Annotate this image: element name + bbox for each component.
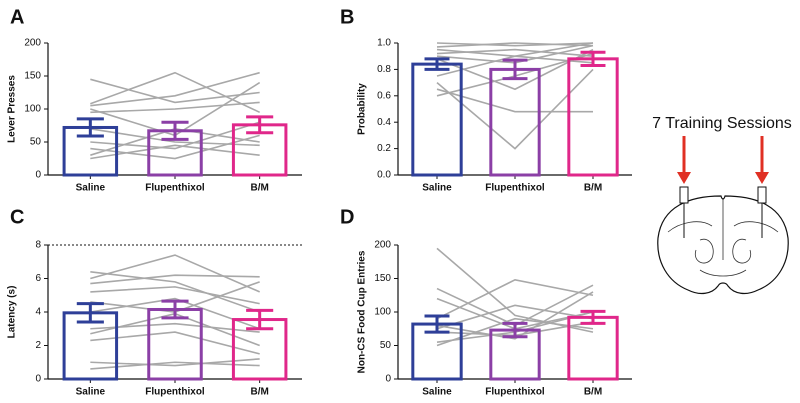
y-tick-label: 2 <box>35 340 41 351</box>
y-tick-label: 0.8 <box>377 64 391 75</box>
error-bar <box>580 50 606 67</box>
subject-line <box>90 101 260 114</box>
y-tick-label: 0 <box>385 374 391 385</box>
error-bar <box>161 299 189 320</box>
x-tick-label: B/M <box>250 183 268 194</box>
subject-line <box>436 291 594 340</box>
x-tick-label: Saline <box>422 183 452 194</box>
y-tick-label: 50 <box>380 340 392 351</box>
y-tick-label: 8 <box>35 240 41 251</box>
y-tick-label: 100 <box>24 104 41 115</box>
x-tick-label: Flupenthixol <box>485 387 545 398</box>
arrows <box>677 136 769 184</box>
x-tick-label: B/M <box>584 387 602 398</box>
subject-line <box>90 271 260 313</box>
y-tick-label: 4 <box>35 307 41 318</box>
error-bar <box>246 115 274 135</box>
subject-line <box>436 88 593 113</box>
subject-line <box>90 128 260 147</box>
schematic: 7 Training Sessions <box>652 115 792 295</box>
bar <box>567 57 619 177</box>
error-bar <box>161 120 189 141</box>
x-tick-label: Flupenthixol <box>145 387 205 398</box>
y-axis-label: Lever Presses <box>7 75 18 143</box>
y-tick-label: 0.6 <box>377 90 391 101</box>
error-bar <box>76 117 104 138</box>
panel-letter: D <box>340 206 354 228</box>
error-bar <box>502 321 528 339</box>
subject-line <box>90 134 260 160</box>
y-tick-label: 0.0 <box>377 170 391 181</box>
error-bar <box>502 58 528 81</box>
subject-line <box>90 361 260 370</box>
y-tick-label: 6 <box>35 273 41 284</box>
y-tick-label: 1.0 <box>377 38 391 49</box>
y-tick-label: 150 <box>374 273 391 284</box>
y-tick-label: 200 <box>374 240 391 251</box>
x-tick-label: Flupenthixol <box>145 183 205 194</box>
panel-letter: C <box>10 206 24 228</box>
subject-line <box>90 71 260 107</box>
x-tick-label: Saline <box>76 183 106 194</box>
y-tick-label: 0 <box>35 374 41 385</box>
x-tick-label: Saline <box>422 387 452 398</box>
bar <box>489 67 541 177</box>
error-bar <box>424 314 450 334</box>
subject-line <box>436 317 594 347</box>
y-axis-label: Probability <box>357 83 368 135</box>
subject-line <box>90 331 260 355</box>
schematic-label: 7 Training Sessions <box>652 115 792 132</box>
y-tick-label: 150 <box>24 71 41 82</box>
subject-line <box>90 71 261 114</box>
panel-letter: B <box>340 6 354 28</box>
subject-line <box>436 279 594 320</box>
error-bar <box>424 57 450 71</box>
y-tick-label: 0 <box>35 170 41 181</box>
subject-line <box>436 42 594 48</box>
x-tick-label: B/M <box>250 387 268 398</box>
x-tick-label: Flupenthixol <box>485 183 545 194</box>
brain-outline <box>657 195 789 295</box>
subject-line <box>90 78 260 104</box>
y-tick-label: 200 <box>24 38 41 49</box>
subject-line <box>90 121 260 150</box>
y-axis-label: Latency (s) <box>7 286 18 339</box>
y-tick-label: 0.2 <box>377 143 391 154</box>
subject-line <box>90 358 260 367</box>
x-tick-label: B/M <box>584 183 602 194</box>
error-bar <box>76 302 104 324</box>
subject-line <box>90 274 260 285</box>
x-tick-label: Saline <box>76 387 106 398</box>
y-tick-label: 0.4 <box>377 117 391 128</box>
error-bar <box>580 309 606 325</box>
subject-line <box>436 68 594 150</box>
subject-line <box>90 254 260 293</box>
panel-letter: A <box>10 6 24 28</box>
subject-line <box>436 304 594 330</box>
subject-line <box>90 297 260 330</box>
subject-line <box>90 144 260 160</box>
y-tick-label: 100 <box>374 307 391 318</box>
cannula <box>679 186 689 204</box>
bar <box>411 62 463 177</box>
y-tick-label: 50 <box>30 137 42 148</box>
subject-line <box>436 42 594 47</box>
error-bar <box>246 308 274 331</box>
cannula <box>757 186 767 204</box>
subject-line <box>436 48 594 57</box>
brain-detail <box>667 198 779 277</box>
y-axis-label: Non-CS Food Cup Entries <box>357 250 368 373</box>
subject-line <box>90 286 260 305</box>
